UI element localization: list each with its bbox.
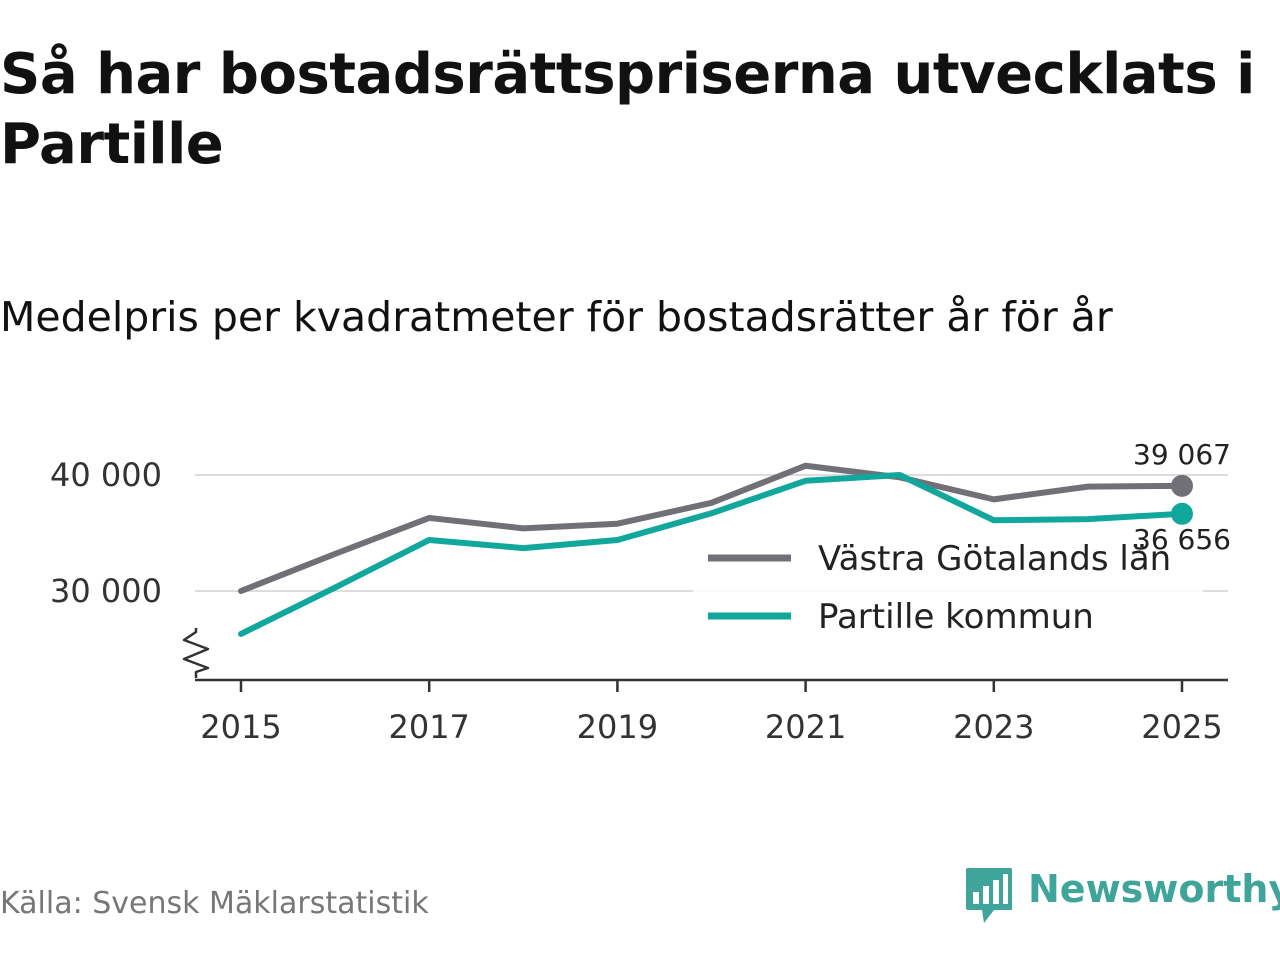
chart-subtitle: Medelpris per kvadratmeter för bostadsrä… — [0, 293, 1113, 341]
end-marker-1 — [1171, 502, 1193, 525]
x-tick-label-2015: 2015 — [200, 708, 281, 746]
x-tick-label-2025: 2025 — [1141, 708, 1222, 746]
series-line-0 — [238, 462, 1185, 594]
x-tick-label-2021: 2021 — [765, 708, 846, 746]
y-tick-label-30000: 30 000 — [50, 572, 162, 610]
y-tick-label-40000: 40 000 — [50, 456, 162, 494]
page-title: Så har bostadsrättspriserna utvecklats i… — [0, 42, 1255, 177]
end-marker-0 — [1171, 474, 1193, 497]
x-tick-label-2019: 2019 — [577, 708, 658, 746]
x-tick-label-2017: 2017 — [388, 708, 469, 746]
newsworthy-logo-icon — [966, 868, 1012, 923]
legend-label-1: Partille kommun — [818, 597, 1094, 637]
series-line-1 — [238, 472, 1185, 637]
axis-break-icon — [182, 628, 210, 678]
x-tick-label-2023: 2023 — [953, 708, 1034, 746]
legend-label-0: Västra Götalands län — [818, 539, 1171, 579]
end-value-label-1: 36 656 — [1133, 523, 1231, 556]
newsworthy-logo: Newsworthy — [964, 866, 1280, 926]
end-value-label-0: 39 067 — [1133, 438, 1231, 471]
source-note: Källa: Svensk Mäklarstatistik — [0, 886, 429, 921]
newsworthy-logo-text: Newsworthy — [1028, 867, 1280, 911]
